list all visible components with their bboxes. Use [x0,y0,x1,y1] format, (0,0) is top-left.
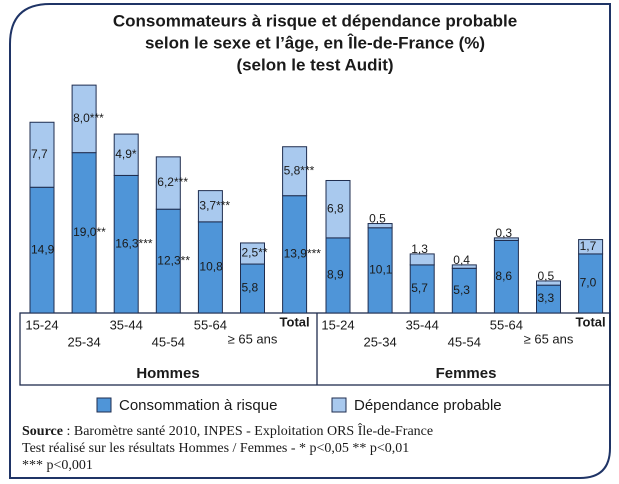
bar-segment [113,133,139,176]
x-tick-label: 25-34 [363,334,396,349]
legend-label: Consommation à risque [119,397,277,414]
axis-box [19,312,611,386]
bar-segment [409,264,435,314]
value-label: 5,3 [453,283,470,297]
value-label: 16,3*** [115,236,153,250]
bar-segment [536,284,561,314]
bar-segment [29,121,55,188]
value-label: 8,0*** [73,111,104,125]
frame [9,3,611,479]
x-tick-label: 45-54 [448,334,481,349]
value-label: 3,3 [538,291,555,305]
x-tick-label: 35-44 [406,317,439,332]
group-label: Femmes [436,365,497,382]
value-label: 3,7*** [199,198,230,212]
bar-segment [240,242,265,265]
value-label: 12,3** [157,253,190,267]
value-label: 7,0 [580,276,597,290]
bar-segment [71,84,97,154]
x-tick-label: Total [576,314,606,329]
value-label: 14,9 [31,242,55,256]
source: Source : Baromètre santé 2010, INPES - E… [22,422,433,439]
group-label: Hommes [136,365,199,382]
value-label: 19,0** [73,225,106,239]
legend-label: Dépendance probable [354,397,502,414]
value-label: 2,5** [242,246,268,260]
value-label: 0,5 [538,269,555,283]
chart-title: (selon le test Audit) [236,55,393,74]
x-tick-label: 55-64 [490,317,523,332]
value-label: 1,3 [411,242,428,256]
value-label: 5,8*** [284,163,315,177]
bar-segment [325,179,351,239]
source-label: Source [22,424,63,439]
bar-segment [536,280,561,286]
bar-segment [578,253,604,314]
source-text: : Baromètre santé 2010, INPES - Exploita… [63,422,433,439]
value-label: 10,8 [199,260,223,274]
x-tick-label: 25-34 [67,334,100,349]
note: *** p<0,001 [22,458,93,473]
bar-segment [367,223,393,229]
value-label: 8,9 [327,268,344,282]
x-tick-label: 15-24 [321,317,354,332]
value-label: 10,1 [369,263,393,277]
bar-segment [409,253,435,266]
legend-swatch [96,397,112,413]
bar-segment [282,146,308,197]
x-tick-label: ≥ 65 ans [228,331,278,346]
value-label: 13,9*** [284,247,322,261]
bar-segment [29,186,55,314]
value-label: 8,6 [495,269,512,283]
value-label: 5,8 [242,281,259,295]
x-tick-label: 45-54 [152,334,185,349]
bar-segment [493,237,519,241]
value-label: 7,7 [31,147,48,161]
value-label: 6,8 [327,201,344,215]
x-tick-label: 35-44 [110,317,143,332]
x-tick-label: 55-64 [194,317,227,332]
bar-segment [282,195,308,314]
note: Test réalisé sur les résultats Hommes / … [22,441,409,456]
legend-swatch [331,397,347,413]
x-tick-label: Total [280,314,310,329]
bar-segment [451,264,477,269]
chart-title: Consommateurs à risque et dépendance pro… [113,11,517,30]
value-label: 4,9* [115,147,137,161]
bar-segment [197,221,223,314]
x-tick-label: 15-24 [25,317,58,332]
bar-segment [578,239,604,255]
value-label: 5,7 [411,281,428,295]
value-label: 6,2*** [157,175,188,189]
value-label: 0,5 [369,212,386,226]
bar-segment [197,190,223,223]
x-tick-label: ≥ 65 ans [524,331,574,346]
value-label: 1,7 [580,239,597,253]
value-label: 0,3 [495,226,512,240]
chart-title: selon le sexe et l’âge, en Île-de-France… [145,33,485,52]
value-label: 0,4 [453,253,470,267]
bar-segment [155,156,181,210]
